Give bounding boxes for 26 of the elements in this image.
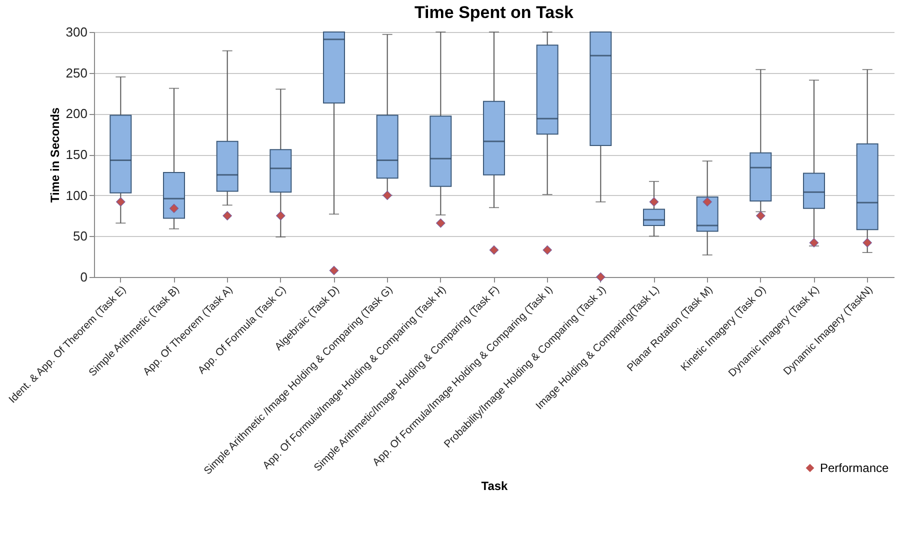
point	[382, 190, 392, 200]
point	[116, 197, 126, 206]
point	[702, 197, 712, 206]
point	[542, 245, 552, 255]
y-tick-label: 300	[66, 24, 88, 40]
chart-title: Time Spent on Task	[414, 3, 574, 22]
y-tick-label: 200	[66, 106, 88, 122]
legend-label: Performance	[820, 461, 890, 475]
point	[222, 211, 232, 220]
point	[169, 204, 179, 214]
x-axis-title: Task	[481, 479, 508, 494]
y-axis-title: Time in Seconds	[48, 107, 62, 203]
point	[436, 218, 446, 228]
point	[489, 245, 499, 255]
point	[756, 211, 766, 220]
point	[862, 238, 872, 248]
point	[276, 211, 286, 220]
point	[809, 238, 819, 248]
point	[329, 266, 339, 276]
point	[649, 197, 659, 206]
y-tick-label: 100	[66, 188, 88, 203]
y-tick-label: 50	[73, 228, 88, 244]
y-tick-label: 0	[80, 270, 88, 284]
y-tick-label: 150	[66, 147, 88, 162]
point	[596, 272, 606, 282]
y-tick-label: 250	[66, 65, 88, 80]
